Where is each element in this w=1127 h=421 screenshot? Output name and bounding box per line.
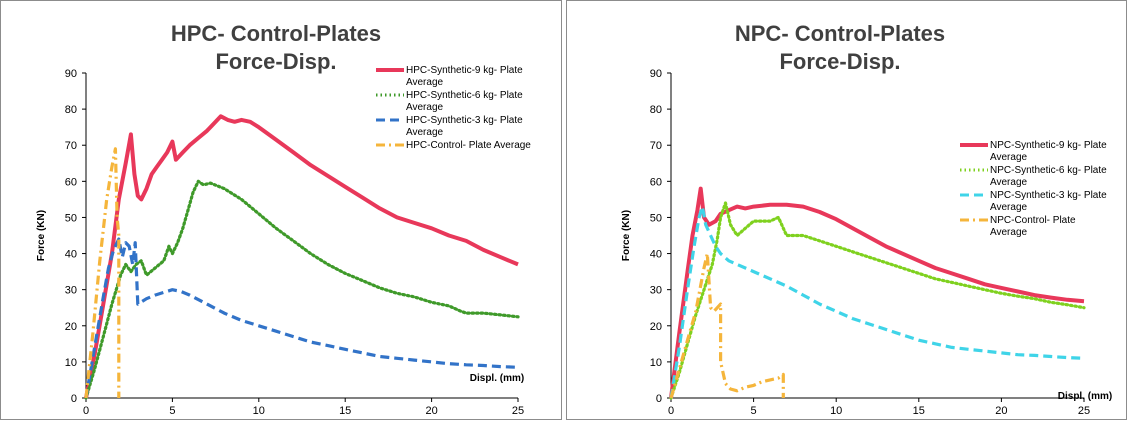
y-tick-label: 10 — [65, 357, 77, 369]
chart-panel-npc: NPC- Control-Plates Force-Disp. 0 10 20 30 40 5… — [566, 0, 1127, 420]
y-axis-label: Force (KN) — [621, 210, 632, 261]
chart-title-line-1: Force-Disp. — [779, 49, 900, 74]
legend-label-1: Average — [990, 177, 1028, 188]
x-axis-label: Displ. (mm) — [470, 373, 524, 384]
legend-label-2: Average — [406, 127, 444, 138]
y-tick-label: 60 — [65, 176, 77, 188]
x-tick-label: 15 — [913, 405, 925, 417]
y-tick-label: 50 — [650, 212, 662, 224]
legend-label-3: NPC-Control- Plate — [990, 215, 1076, 226]
x-tick-label: 25 — [1078, 405, 1090, 417]
x-tick-label: 0 — [668, 405, 674, 417]
hpc-chart-svg: HPC- Control-Plates Force-Disp. 0 10 20 30 40 5… — [36, 21, 531, 417]
series-line-3 — [84, 147, 121, 399]
legend-label-1: HPC-Synthetic-6 kg- Plate — [406, 90, 523, 101]
x-tick-label: 20 — [995, 405, 1007, 417]
x-tick-label: 10 — [830, 405, 842, 417]
legend-label-3: Average — [990, 227, 1028, 238]
series-line-1 — [84, 179, 520, 400]
x-tick-label: 5 — [169, 405, 175, 417]
npc-chart-svg: NPC- Control-Plates Force-Disp. 0 10 20 30 40 5… — [621, 21, 1112, 417]
series-line-2 — [84, 237, 519, 399]
y-tick-label: 40 — [65, 249, 77, 261]
x-tick-label: 5 — [751, 405, 757, 417]
legend-label-1: Average — [406, 102, 444, 113]
x-tick-label: 20 — [425, 405, 437, 417]
y-tick-label: 0 — [656, 393, 662, 405]
y-tick-label: 30 — [65, 285, 77, 297]
y-tick-label: 80 — [65, 104, 77, 116]
y-tick-label: 90 — [650, 68, 662, 80]
y-tick-label: 60 — [650, 176, 662, 188]
chart-title-line-0: NPC- Control-Plates — [735, 21, 945, 46]
x-tick-label: 0 — [83, 405, 89, 417]
x-tick-label: 25 — [512, 405, 524, 417]
y-tick-label: 20 — [650, 321, 662, 333]
y-tick-label: 70 — [65, 140, 77, 152]
legend-label-0: NPC-Synthetic-9 kg- Plate — [990, 140, 1107, 151]
legend-label-2: HPC-Synthetic-3 kg- Plate — [406, 115, 523, 126]
legend-label-2: NPC-Synthetic-3 kg- Plate — [990, 190, 1107, 201]
legend-label-1: NPC-Synthetic-6 kg- Plate — [990, 165, 1107, 176]
series-line-3 — [669, 252, 785, 399]
series-line-0 — [669, 186, 1085, 399]
y-tick-label: 80 — [650, 104, 662, 116]
y-tick-label: 20 — [65, 321, 77, 333]
chart-title-line-1: Force-Disp. — [215, 49, 336, 74]
x-tick-label: 15 — [339, 405, 351, 417]
y-tick-label: 50 — [65, 212, 77, 224]
chart-title-line-0: HPC- Control-Plates — [171, 21, 381, 46]
chart-panel-hpc: HPC- Control-Plates Force-Disp. 0 10 20 30 40 5… — [0, 0, 562, 420]
legend-label-2: Average — [990, 202, 1028, 213]
y-tick-label: 90 — [65, 68, 77, 80]
series-line-0 — [84, 114, 519, 399]
y-axis-label: Force (KN) — [36, 210, 47, 261]
legend-label-3: HPC-Control- Plate Average — [406, 140, 531, 151]
series-line-2 — [669, 205, 1085, 399]
legend-label-0: Average — [990, 152, 1028, 163]
y-tick-label: 30 — [650, 285, 662, 297]
y-tick-label: 40 — [650, 249, 662, 261]
y-tick-label: 70 — [650, 140, 662, 152]
x-axis-label: Displ. (mm) — [1058, 391, 1112, 402]
y-tick-label: 10 — [650, 357, 662, 369]
legend-label-0: HPC-Synthetic-9 kg- Plate — [406, 65, 523, 76]
x-tick-label: 10 — [253, 405, 265, 417]
legend-label-0: Average — [406, 77, 444, 88]
series-line-1 — [669, 201, 1086, 400]
y-tick-label: 0 — [71, 393, 77, 405]
